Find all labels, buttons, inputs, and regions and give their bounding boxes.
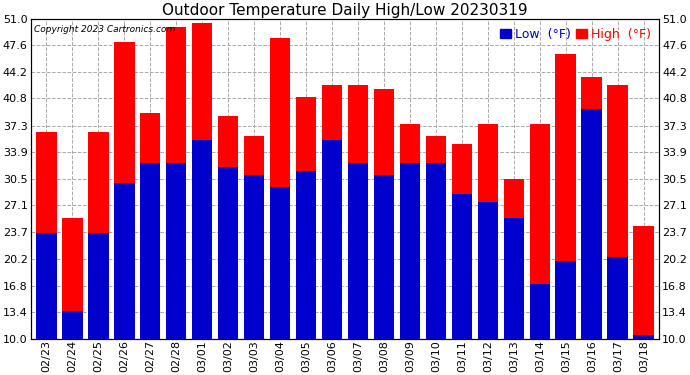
Bar xyxy=(451,194,473,339)
Bar xyxy=(139,112,161,339)
Bar xyxy=(582,78,602,339)
Bar xyxy=(61,218,83,339)
Bar xyxy=(426,136,446,339)
Bar xyxy=(114,42,135,339)
Bar xyxy=(295,171,317,339)
Legend: Low  (°F), High  (°F): Low (°F), High (°F) xyxy=(497,25,653,43)
Bar xyxy=(217,116,239,339)
Bar xyxy=(166,27,186,339)
Bar xyxy=(633,335,654,339)
Bar xyxy=(88,233,108,339)
Bar xyxy=(504,218,524,339)
Bar xyxy=(217,167,239,339)
Bar xyxy=(607,257,629,339)
Bar xyxy=(270,39,290,339)
Text: Copyright 2023 Cartronics.com: Copyright 2023 Cartronics.com xyxy=(34,26,175,34)
Bar xyxy=(504,179,524,339)
Bar xyxy=(477,124,498,339)
Bar xyxy=(166,163,186,339)
Bar xyxy=(555,54,576,339)
Bar xyxy=(139,163,161,339)
Bar xyxy=(529,124,551,339)
Bar xyxy=(88,132,108,339)
Bar xyxy=(36,233,57,339)
Bar xyxy=(426,163,446,339)
Title: Outdoor Temperature Daily High/Low 20230319: Outdoor Temperature Daily High/Low 20230… xyxy=(162,3,528,18)
Bar xyxy=(607,85,629,339)
Bar xyxy=(373,175,395,339)
Bar xyxy=(633,226,654,339)
Bar xyxy=(555,261,576,339)
Bar xyxy=(244,136,264,339)
Bar xyxy=(295,97,317,339)
Bar xyxy=(61,311,83,339)
Bar xyxy=(348,163,368,339)
Bar xyxy=(348,85,368,339)
Bar xyxy=(270,187,290,339)
Bar xyxy=(192,140,213,339)
Bar xyxy=(582,109,602,339)
Bar xyxy=(451,144,473,339)
Bar xyxy=(400,124,420,339)
Bar xyxy=(400,163,420,339)
Bar xyxy=(322,140,342,339)
Bar xyxy=(477,202,498,339)
Bar xyxy=(114,183,135,339)
Bar xyxy=(373,89,395,339)
Bar xyxy=(529,284,551,339)
Bar xyxy=(322,85,342,339)
Bar xyxy=(244,175,264,339)
Bar xyxy=(36,132,57,339)
Bar xyxy=(192,23,213,339)
